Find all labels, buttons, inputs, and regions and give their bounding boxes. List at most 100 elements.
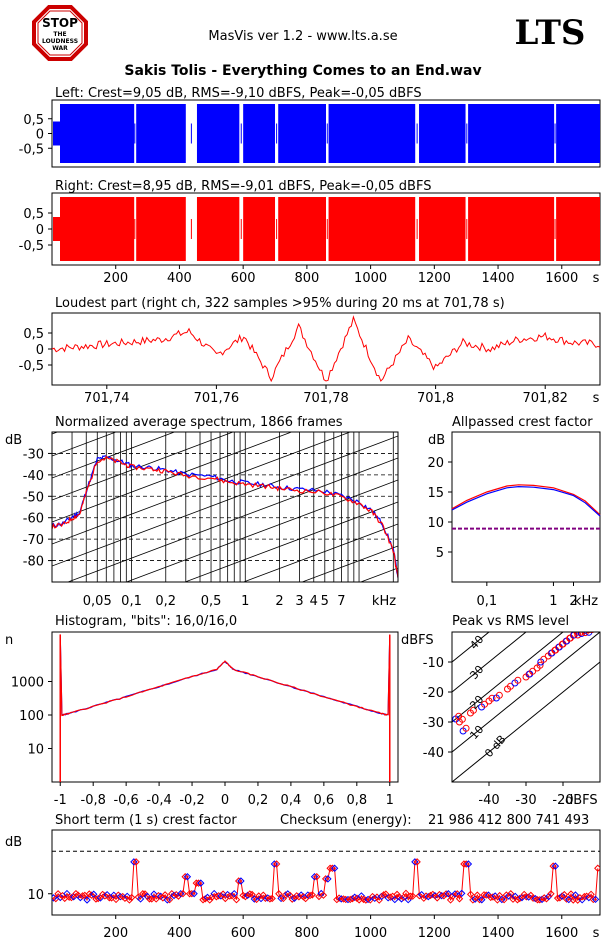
short-crest-point	[56, 893, 64, 902]
short-crest-point	[594, 864, 600, 872]
short-crest-point	[130, 858, 138, 866]
spectrum-slope-line	[183, 501, 398, 582]
crest-frame	[451, 431, 601, 583]
spectrum-slope-line	[242, 523, 398, 582]
short-crest-point	[188, 889, 196, 898]
short-crest-point	[310, 873, 319, 881]
short-crest-point	[266, 895, 274, 903]
app-title: MasVis ver 1.2 - www.lts.a.se	[208, 29, 397, 44]
short-crest-line	[53, 861, 599, 902]
short-crest-point	[145, 895, 154, 903]
crest-ylabel: dB	[428, 433, 445, 448]
right-channel-title: Right: Crest=8,95 dB, RMS=-9,01 dBFS, Pe…	[55, 179, 431, 194]
short-crest-point	[480, 891, 488, 899]
short-crest-point	[125, 896, 134, 904]
short-crest-point	[107, 894, 116, 902]
short-crest-point	[591, 895, 600, 904]
histogram-xtick-label: -0,8	[81, 793, 106, 808]
spectrum-xtick-label: 5	[321, 594, 329, 609]
short-crest-point	[469, 896, 477, 904]
peakrms-point	[514, 676, 522, 684]
short-crest-point	[241, 892, 250, 901]
histogram-xtick-label: -0,6	[113, 793, 138, 808]
peakrms-ytick-label: -20	[423, 686, 444, 701]
spectrum-slope-line	[66, 457, 398, 582]
short-crest-point	[350, 893, 359, 901]
histogram-title: Histogram, "bits": 16,0/16,0	[55, 614, 237, 629]
short-crest-point	[132, 858, 140, 866]
short-crest-point	[504, 892, 513, 900]
short-crest-point	[328, 864, 337, 872]
loudest-xtick-label: 701,76	[194, 391, 240, 406]
short-crest-point	[275, 890, 283, 898]
short-crest-point	[237, 877, 245, 885]
short-crest-point	[199, 896, 207, 904]
short-crest-point	[556, 894, 564, 902]
short-crest-point	[498, 895, 506, 904]
short-crest-point	[371, 894, 379, 903]
short-crest-point	[321, 875, 330, 883]
peakrms-diag-label: 40	[467, 633, 486, 652]
left-channel-title: Left: Crest=9,05 dB, RMS=-9,10 dBFS, Pea…	[55, 86, 422, 101]
peakrms-diag-label: 30	[467, 663, 486, 682]
crest-ytick-label: 20	[427, 456, 444, 471]
short-crest-point	[507, 890, 515, 898]
histogram-xtick-label: 0,4	[281, 793, 302, 808]
right-waveform-fill	[60, 197, 600, 261]
peakrms-point	[585, 632, 591, 634]
right-waveform-xtick-label: 800	[294, 271, 319, 286]
short-crest-point	[277, 894, 285, 903]
short-crest-point	[232, 895, 241, 904]
short-crest-point	[482, 891, 490, 899]
peakrms-xtick-label: -30	[515, 793, 536, 808]
histogram-xtick-label: 0	[221, 793, 229, 808]
short-crest-point	[587, 890, 595, 899]
histogram-right-line	[59, 634, 391, 717]
peakrms-ylabel: dBFS	[401, 633, 434, 648]
short-crest-point	[90, 890, 98, 898]
short-crest-point	[475, 895, 484, 904]
short-crest-point	[246, 890, 254, 898]
short-crest-point	[177, 890, 185, 898]
histogram-ytick-label: 100	[19, 709, 44, 724]
short-crest-point	[78, 892, 87, 900]
short-crest-point	[571, 891, 580, 899]
short-crest-point	[261, 894, 270, 902]
right-waveform-xtick-label: 600	[231, 271, 256, 286]
crest-xtick-label: 2	[569, 594, 577, 609]
spectrum-ytick-label: -60	[23, 512, 44, 527]
short-crest-point	[263, 894, 272, 902]
stop-loudness-war-logo: STOP THE LOUDNESS WAR	[32, 5, 88, 61]
short-crest-point	[306, 891, 314, 900]
short-crest-point	[500, 895, 508, 904]
histogram-xtick-label: -0,4	[146, 793, 171, 808]
short-crest-point	[402, 889, 410, 898]
right-waveform-xunit-label: s	[593, 271, 600, 286]
spectrum-slope-line	[52, 432, 118, 457]
short-crest-ytick-label: 10	[27, 888, 44, 903]
short-crest-point	[52, 894, 58, 902]
loudest-xtick-label: 701,74	[84, 391, 130, 406]
right-waveform-xtick-label: 400	[167, 271, 192, 286]
short-crest-point	[337, 895, 346, 903]
peakrms-xtick-label: -20	[552, 793, 573, 808]
short-crest-point	[339, 895, 348, 903]
spectrum-ytick-label: -80	[23, 555, 44, 570]
loudest-waveform-line	[51, 315, 601, 383]
short-crest-point	[458, 889, 466, 898]
short-crest-point	[377, 892, 386, 901]
spectrum-xtick-label: 0,1	[121, 594, 142, 609]
spectrum-slope-line	[359, 567, 398, 582]
peakrms-diag-label: 10	[467, 723, 486, 742]
short-crest-point	[170, 891, 178, 900]
spectrum-slope-line	[301, 545, 398, 582]
short-crest-point	[551, 862, 560, 870]
short-crest-point	[163, 896, 172, 904]
crest-ytick-label: 15	[427, 486, 444, 501]
histogram-ylabel: n	[5, 633, 13, 648]
left-waveform-ytick-label: -0,5	[19, 142, 44, 157]
spectrum-xtick-label: 0,05	[83, 594, 112, 609]
short-crest-xtick-label: 1000	[354, 926, 387, 941]
